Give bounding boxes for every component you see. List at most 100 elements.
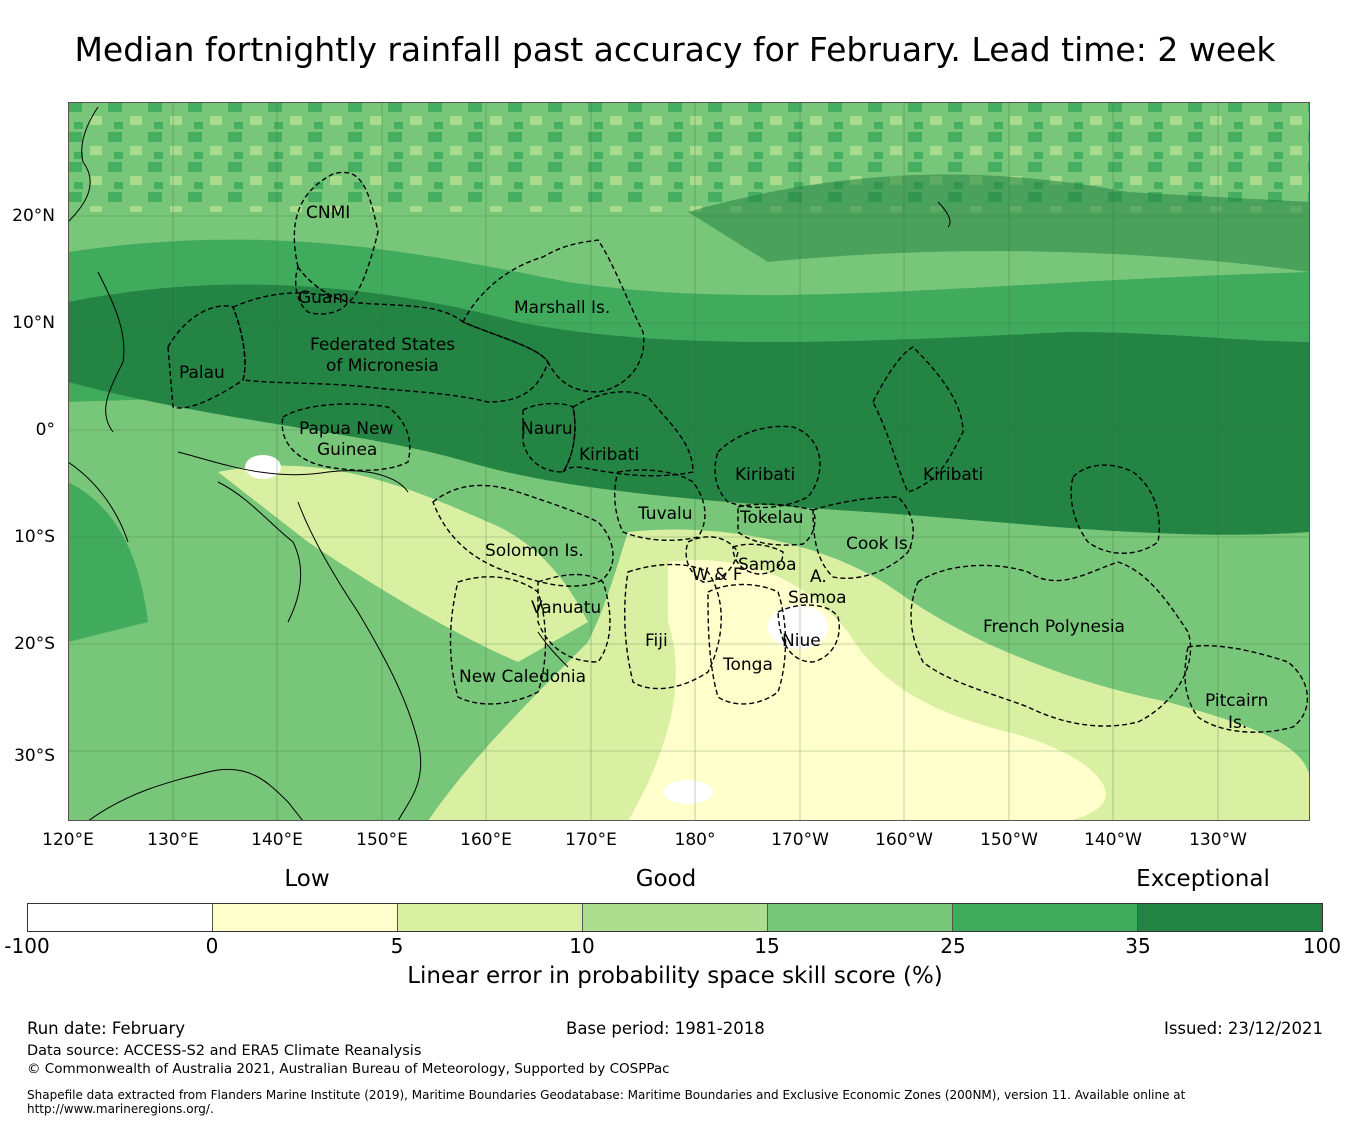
colorbar-tick: 35 [1125,934,1151,958]
colorbar-segment [213,904,398,931]
longitude-label: 150°W [980,830,1038,850]
region-label: Tonga [722,655,773,675]
colorbar-tick: 10 [569,934,595,958]
colorbar-segment [28,904,213,931]
colorbar-tick: 0 [205,934,219,958]
region-label: Federated States [310,335,455,355]
longitude-label: 150°E [356,830,408,850]
skill-map[interactable]: CNMI Guam Marshall Is. Federated States … [68,102,1310,821]
tonga-white-patch [663,780,713,804]
region-label: Solomon Is. [485,541,584,561]
run-date: Run date: February [27,1019,186,1038]
longitude-label: 140°W [1084,830,1142,850]
data-source: Data source: ACCESS-S2 and ERA5 Climate … [27,1043,422,1059]
region-label: W & F [692,565,743,585]
solomon-boundary [432,484,614,587]
region-label: Kiribati [579,445,639,465]
vanuatu-boundary [537,573,611,663]
colorbar-segment [768,904,953,931]
region-label: Tuvalu [637,504,693,524]
fiji-boundary [624,563,722,690]
region-label: Kiribati [923,465,983,485]
wf-boundary [685,536,739,583]
latitude-label: 30°S [14,746,55,766]
pitcairn-boundary [1184,644,1309,733]
map-frame [68,102,1310,821]
issued-date: Issued: 23/12/2021 [1163,1019,1323,1038]
base-period: Base period: 1981-2018 [566,1019,765,1038]
southwest-low-zone [218,465,588,662]
copyright: © Commonwealth of Australia 2021, Austra… [27,1061,670,1077]
samoa-boundary [732,543,784,575]
region-label: Fiji [645,631,668,651]
legend-category: Good [635,866,697,892]
equatorial-exceptional-band [68,284,1310,535]
colorbar-label: Linear error in probability space skill … [407,963,943,989]
colorbar-segment [1138,904,1322,931]
tuvalu-boundary [614,469,706,541]
region-label: Niue [782,631,821,651]
latitude-label: 20°N [12,206,55,226]
latitude-label: 10°N [12,313,55,333]
region-label: Is. [1228,713,1247,733]
longitude-label: 160°E [460,830,512,850]
niue-boundary [777,604,840,663]
latitude-label: 20°S [14,634,55,654]
region-labels: CNMI Guam Marshall Is. Federated States … [179,203,1268,733]
longitude-label: 120°E [42,830,94,850]
colorbar-tick: 15 [754,934,780,958]
legend-category: Low [284,866,330,892]
region-label: Guinea [317,440,377,460]
marshall-boundary [462,239,645,393]
latitude-label: 0° [35,420,55,440]
colorbar-tick: 100 [1302,934,1342,958]
png-white-patch [245,455,281,479]
guam-boundary [295,265,350,315]
eez-boundaries [167,171,1309,733]
longitude-label: 170°E [565,830,617,850]
tokelau-boundary [737,503,816,546]
region-label: Nauru [521,419,573,439]
latitude-label: 10°S [14,527,55,547]
colorbar-segment [953,904,1138,931]
longitude-label: 170°W [771,830,829,850]
region-label: Marshall Is. [514,298,610,318]
kiribati-gilbert-boundary [562,391,694,477]
graticule [68,102,1310,821]
legend-category: Exceptional [1136,866,1270,892]
west-high-zone [68,482,148,642]
french-polynesia-boundary [910,561,1192,727]
region-label: CNMI [306,203,350,223]
region-label: Samoa [788,588,847,608]
region-label: Papua New [299,419,393,439]
nauru-boundary [522,402,576,473]
region-label: A. [810,567,827,587]
longitude-label: 160°W [875,830,933,850]
region-label: Tokelau [739,508,804,528]
colorbar [27,903,1323,932]
region-label: Palau [179,363,225,383]
map-title: Median fortnightly rainfall past accurac… [74,30,1276,69]
colorbar-segment [583,904,768,931]
png-boundary [281,403,411,471]
region-label: Cook Is. [846,534,913,554]
fsm-boundary [232,292,549,403]
longitude-label: 140°E [251,830,303,850]
kiribati-line-boundary [872,346,964,493]
longitude-label: 130°E [147,830,199,850]
tonga-boundary [707,583,787,705]
shapefile-credit: Shapefile data extracted from Flanders M… [27,1088,1186,1116]
longitude-label: 130°W [1189,830,1247,850]
region-label: Pitcairn [1205,691,1268,711]
colorbar-tick: 5 [390,934,404,958]
region-label: Vanuatu [531,598,601,618]
region-label: New Caledonia [459,667,586,687]
new-caledonia-boundary [449,576,547,705]
region-label: of Micronesia [326,356,439,376]
east-north-good-zone [688,174,1310,272]
colorbar-segment [398,904,583,931]
region-label: Samoa [738,555,797,575]
longitude-label: 180° [674,830,716,850]
south-very-low-zone [628,560,1106,821]
region-label: Guam [298,288,349,308]
